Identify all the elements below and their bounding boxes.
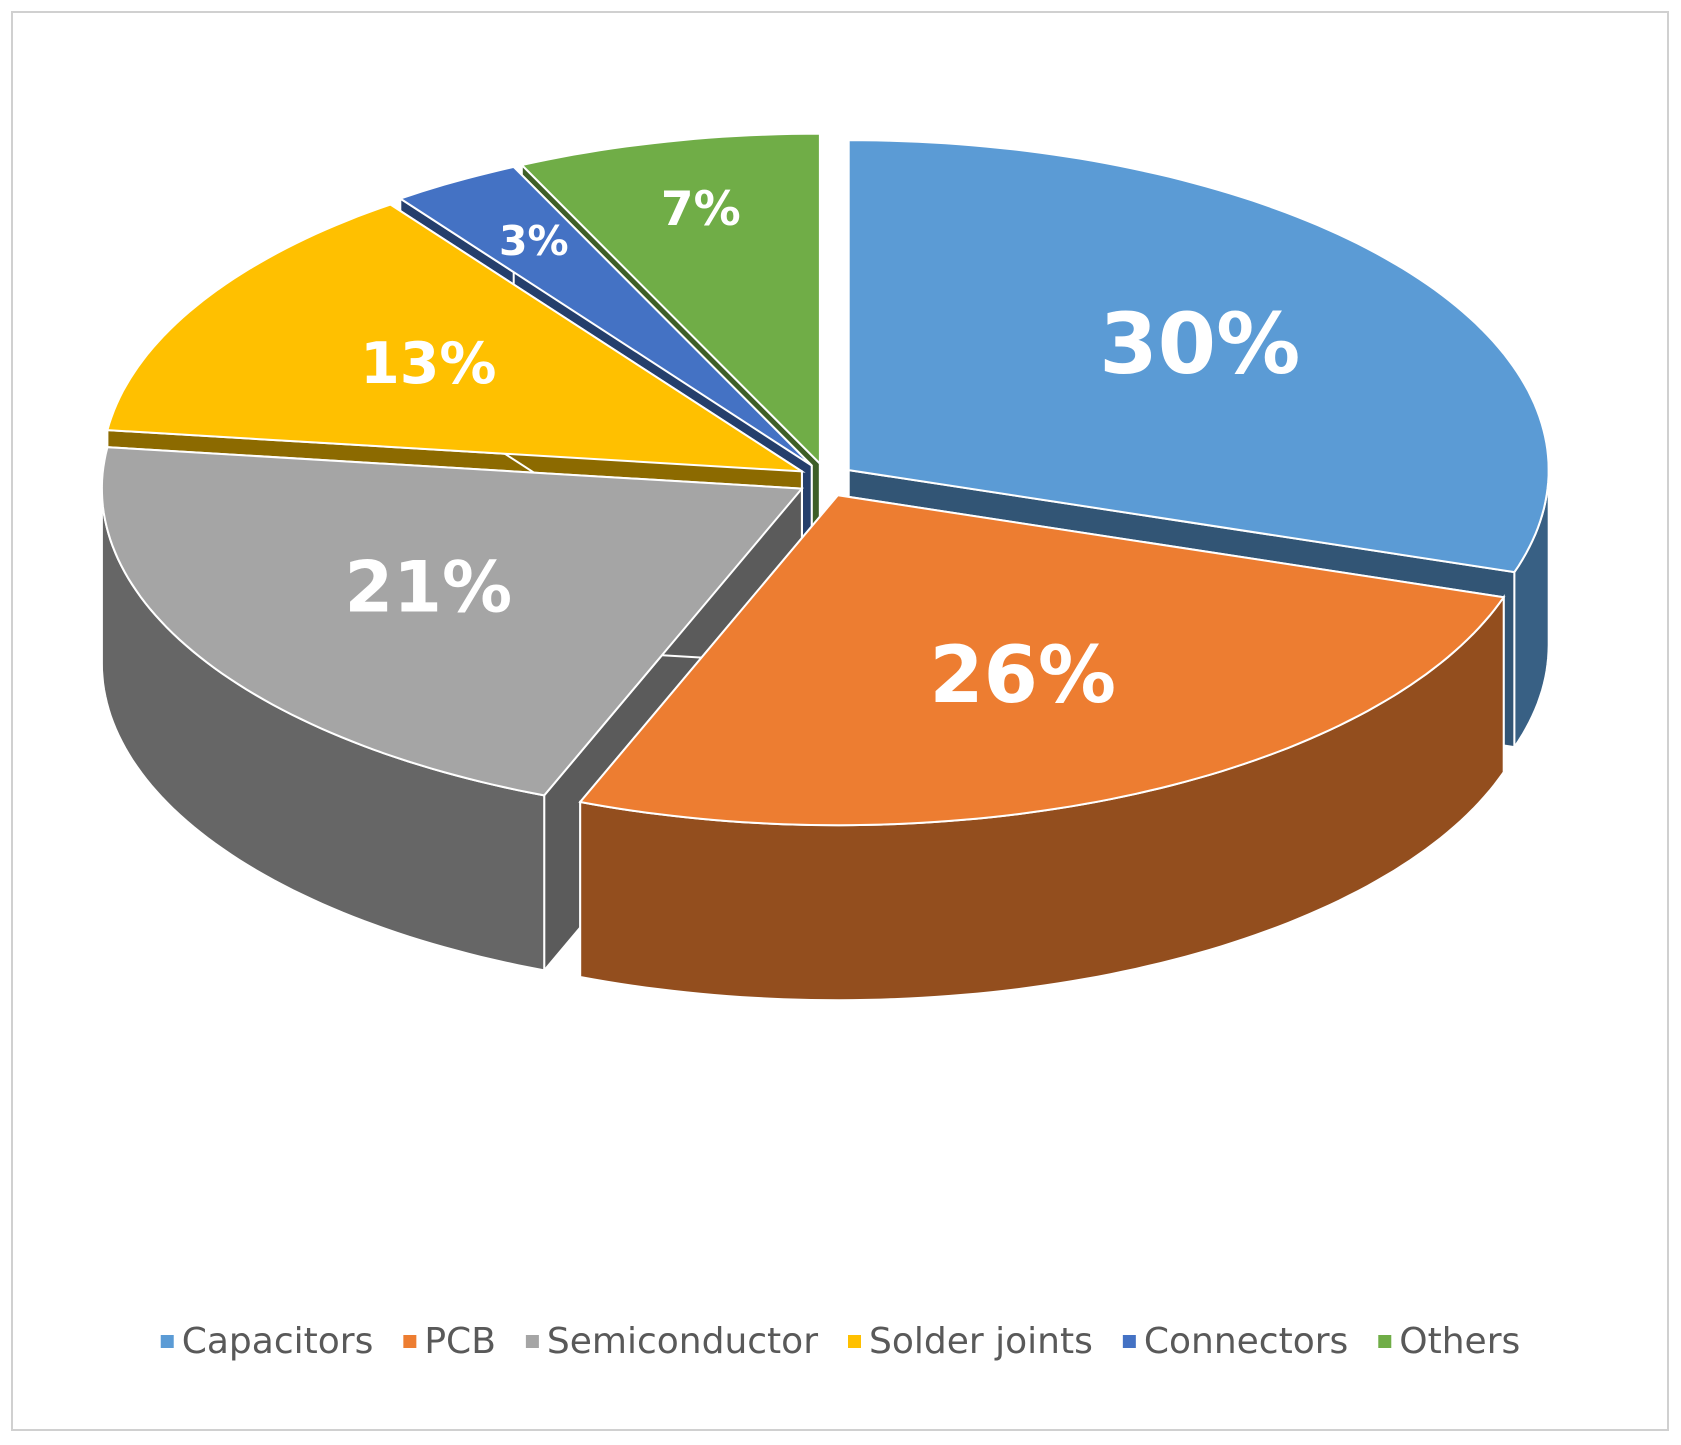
pie-slice [100,446,804,797]
data-label: 30% [1099,295,1300,393]
legend-label: Others [1399,1321,1520,1362]
legend-item: PCB [403,1321,496,1362]
legend-swatch [160,1335,174,1348]
legend-label: PCB [424,1321,496,1362]
pie-slice [106,203,806,473]
legend: Capacitors PCB Semiconductor Solder joints C… [160,1321,1520,1362]
pie-slice [847,139,1550,574]
legend-label: Capacitors [182,1321,374,1362]
legend-item: Connectors [1122,1321,1348,1362]
data-label: 3% [499,217,569,265]
legend-swatch [1378,1335,1392,1348]
legend-swatch [403,1335,417,1348]
data-label: 26% [929,631,1116,721]
data-label: 21% [345,547,513,629]
legend-label: Connectors [1144,1321,1348,1362]
pie-slice [519,132,821,467]
legend-swatch [1122,1335,1136,1348]
legend-item: Semiconductor [525,1321,818,1362]
legend-swatch [525,1335,539,1348]
legend-label: Semiconductor [547,1321,818,1362]
legend-item: Others [1378,1321,1520,1362]
legend-item: Solder joints [848,1321,1093,1362]
data-label: 7% [661,182,741,237]
legend-swatch [848,1335,861,1348]
legend-item: Capacitors [160,1321,374,1362]
pie-slice [578,494,1506,827]
pie-slice [398,165,813,467]
slice-tops [100,132,1550,827]
data-labels: 30% 26% 21% 13% 3% 7% [345,182,1301,721]
legend-label: Solder joints [869,1321,1093,1362]
data-label: 13% [360,331,496,397]
